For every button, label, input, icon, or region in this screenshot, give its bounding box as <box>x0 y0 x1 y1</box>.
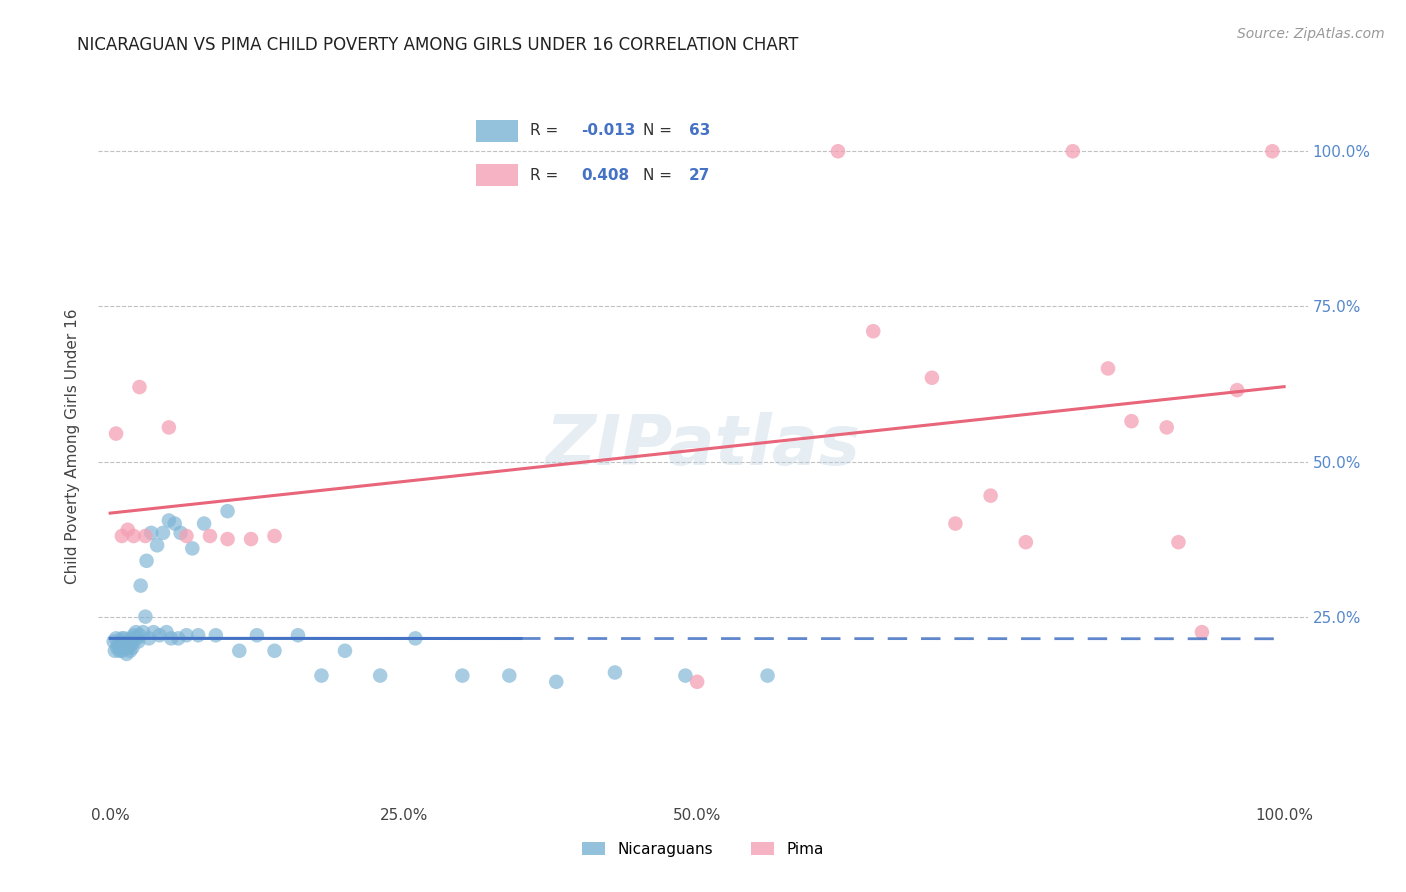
Point <box>181 541 204 556</box>
Point <box>111 529 134 543</box>
Point <box>129 579 152 593</box>
Point <box>148 628 170 642</box>
Point <box>117 640 139 655</box>
Legend: Nicaraguans, Pima: Nicaraguans, Pima <box>576 836 830 863</box>
Point <box>111 632 134 646</box>
Point <box>128 380 150 394</box>
Point <box>160 632 183 646</box>
Point <box>980 489 1002 503</box>
Point <box>105 632 128 646</box>
Point <box>217 532 239 546</box>
Point <box>921 370 943 384</box>
Point <box>107 638 129 652</box>
Point <box>124 632 146 646</box>
Point <box>169 525 191 540</box>
Point <box>246 628 269 642</box>
Point <box>1062 145 1084 159</box>
Point <box>1191 625 1213 640</box>
Point <box>112 632 135 646</box>
Point <box>132 625 155 640</box>
Point <box>287 628 309 642</box>
Point <box>546 674 568 689</box>
Point <box>111 644 134 658</box>
Point <box>120 644 142 658</box>
Point <box>1226 383 1249 397</box>
Point <box>311 668 333 682</box>
Text: ZIPatlas: ZIPatlas <box>546 412 860 480</box>
Point <box>240 532 263 546</box>
Point <box>108 644 131 658</box>
Point <box>1261 145 1284 159</box>
Point <box>945 516 967 531</box>
Point <box>155 625 177 640</box>
Point <box>263 644 285 658</box>
Point <box>673 668 696 682</box>
Point <box>157 420 180 434</box>
Point <box>603 665 626 680</box>
Point <box>120 638 142 652</box>
Point <box>105 640 128 655</box>
Point <box>146 538 169 552</box>
Point <box>134 609 156 624</box>
Point <box>167 632 190 646</box>
Point <box>176 529 198 543</box>
Point <box>115 647 138 661</box>
Point <box>263 529 285 543</box>
Point <box>862 324 884 338</box>
Point <box>1015 535 1038 549</box>
Point <box>686 674 709 689</box>
Point <box>118 634 141 648</box>
Point <box>193 516 215 531</box>
Point <box>176 628 198 642</box>
Point <box>1121 414 1143 428</box>
Point <box>134 529 156 543</box>
Point <box>104 644 127 658</box>
Point <box>827 145 849 159</box>
Point <box>121 640 143 655</box>
Point <box>122 628 145 642</box>
Point <box>112 638 135 652</box>
Point <box>163 516 186 531</box>
Point <box>141 525 163 540</box>
Point <box>110 634 132 648</box>
Point <box>128 628 150 642</box>
Text: NICARAGUAN VS PIMA CHILD POVERTY AMONG GIRLS UNDER 16 CORRELATION CHART: NICARAGUAN VS PIMA CHILD POVERTY AMONG G… <box>77 36 799 54</box>
Y-axis label: Child Poverty Among Girls Under 16: Child Poverty Among Girls Under 16 <box>65 309 80 583</box>
Point <box>152 525 174 540</box>
Point <box>498 668 520 682</box>
Point <box>1156 420 1178 434</box>
Point <box>117 523 139 537</box>
Point <box>187 628 209 642</box>
Point <box>122 529 145 543</box>
Point <box>333 644 356 658</box>
Point <box>217 504 239 518</box>
Text: Source: ZipAtlas.com: Source: ZipAtlas.com <box>1237 27 1385 41</box>
Point <box>135 554 157 568</box>
Point <box>112 640 135 655</box>
Point <box>138 632 160 646</box>
Point <box>117 638 139 652</box>
Point <box>368 668 391 682</box>
Point <box>127 634 149 648</box>
Point <box>103 634 125 648</box>
Point <box>204 628 226 642</box>
Point <box>198 529 221 543</box>
Point <box>125 625 148 640</box>
Point <box>127 632 149 646</box>
Point <box>404 632 426 646</box>
Point <box>105 426 128 441</box>
Point <box>451 668 474 682</box>
Point <box>120 632 142 646</box>
Point <box>157 513 180 527</box>
Point <box>228 644 250 658</box>
Point <box>1097 361 1119 376</box>
Point <box>756 668 779 682</box>
Point <box>1167 535 1189 549</box>
Point <box>114 638 136 652</box>
Point <box>142 625 165 640</box>
